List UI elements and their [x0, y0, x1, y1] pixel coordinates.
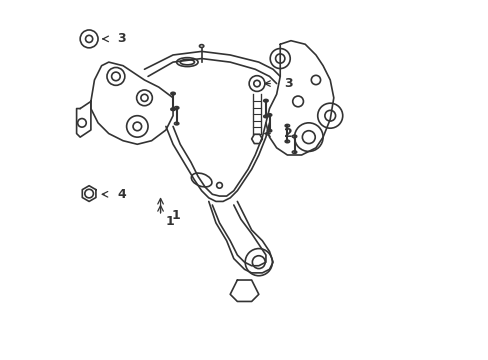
Text: 1: 1 [165, 215, 174, 228]
Text: 1: 1 [171, 209, 180, 222]
Text: 3: 3 [118, 32, 126, 45]
Text: 3: 3 [283, 77, 292, 90]
Text: 4: 4 [118, 188, 126, 201]
Text: 2: 2 [283, 127, 292, 140]
